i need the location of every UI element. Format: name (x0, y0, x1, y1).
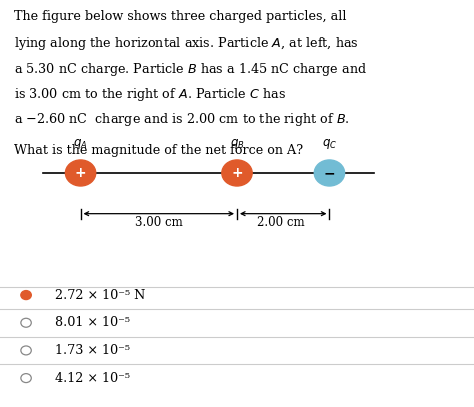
Text: a $-$2.60 nC  charge and is 2.00 cm to the right of $\mathit{B}$.: a $-$2.60 nC charge and is 2.00 cm to th… (14, 111, 350, 128)
Text: $q_B$: $q_B$ (230, 137, 244, 151)
Text: 2.00 cm: 2.00 cm (257, 216, 305, 229)
Text: 4.12 × 10⁻⁵: 4.12 × 10⁻⁵ (55, 372, 129, 385)
Text: 1.73 × 10⁻⁵: 1.73 × 10⁻⁵ (55, 344, 129, 357)
Text: $q_A$: $q_A$ (73, 137, 88, 151)
Text: −: − (324, 166, 335, 180)
Circle shape (65, 160, 96, 186)
Circle shape (222, 160, 252, 186)
Text: +: + (75, 166, 86, 180)
Circle shape (314, 160, 345, 186)
Text: a 5.30 nC charge. Particle $\mathit{B}$ has a 1.45 nC charge and: a 5.30 nC charge. Particle $\mathit{B}$ … (14, 61, 367, 78)
Text: 2.72 × 10⁻⁵ N: 2.72 × 10⁻⁵ N (55, 289, 145, 302)
Text: What is the magnitude of the net force on A?: What is the magnitude of the net force o… (14, 144, 303, 157)
Text: $q_C$: $q_C$ (322, 137, 337, 151)
Text: is 3.00 cm to the right of $\mathit{A}$. Particle $\mathit{C}$ has: is 3.00 cm to the right of $\mathit{A}$.… (14, 86, 286, 103)
Text: 3.00 cm: 3.00 cm (135, 216, 182, 229)
Text: lying along the horizontal axis. Particle $\mathit{A}$, at left, has: lying along the horizontal axis. Particl… (14, 35, 359, 53)
Circle shape (21, 291, 31, 300)
Text: +: + (231, 166, 243, 180)
Text: The figure below shows three charged particles, all: The figure below shows three charged par… (14, 10, 346, 23)
Text: 8.01 × 10⁻⁵: 8.01 × 10⁻⁵ (55, 316, 129, 329)
